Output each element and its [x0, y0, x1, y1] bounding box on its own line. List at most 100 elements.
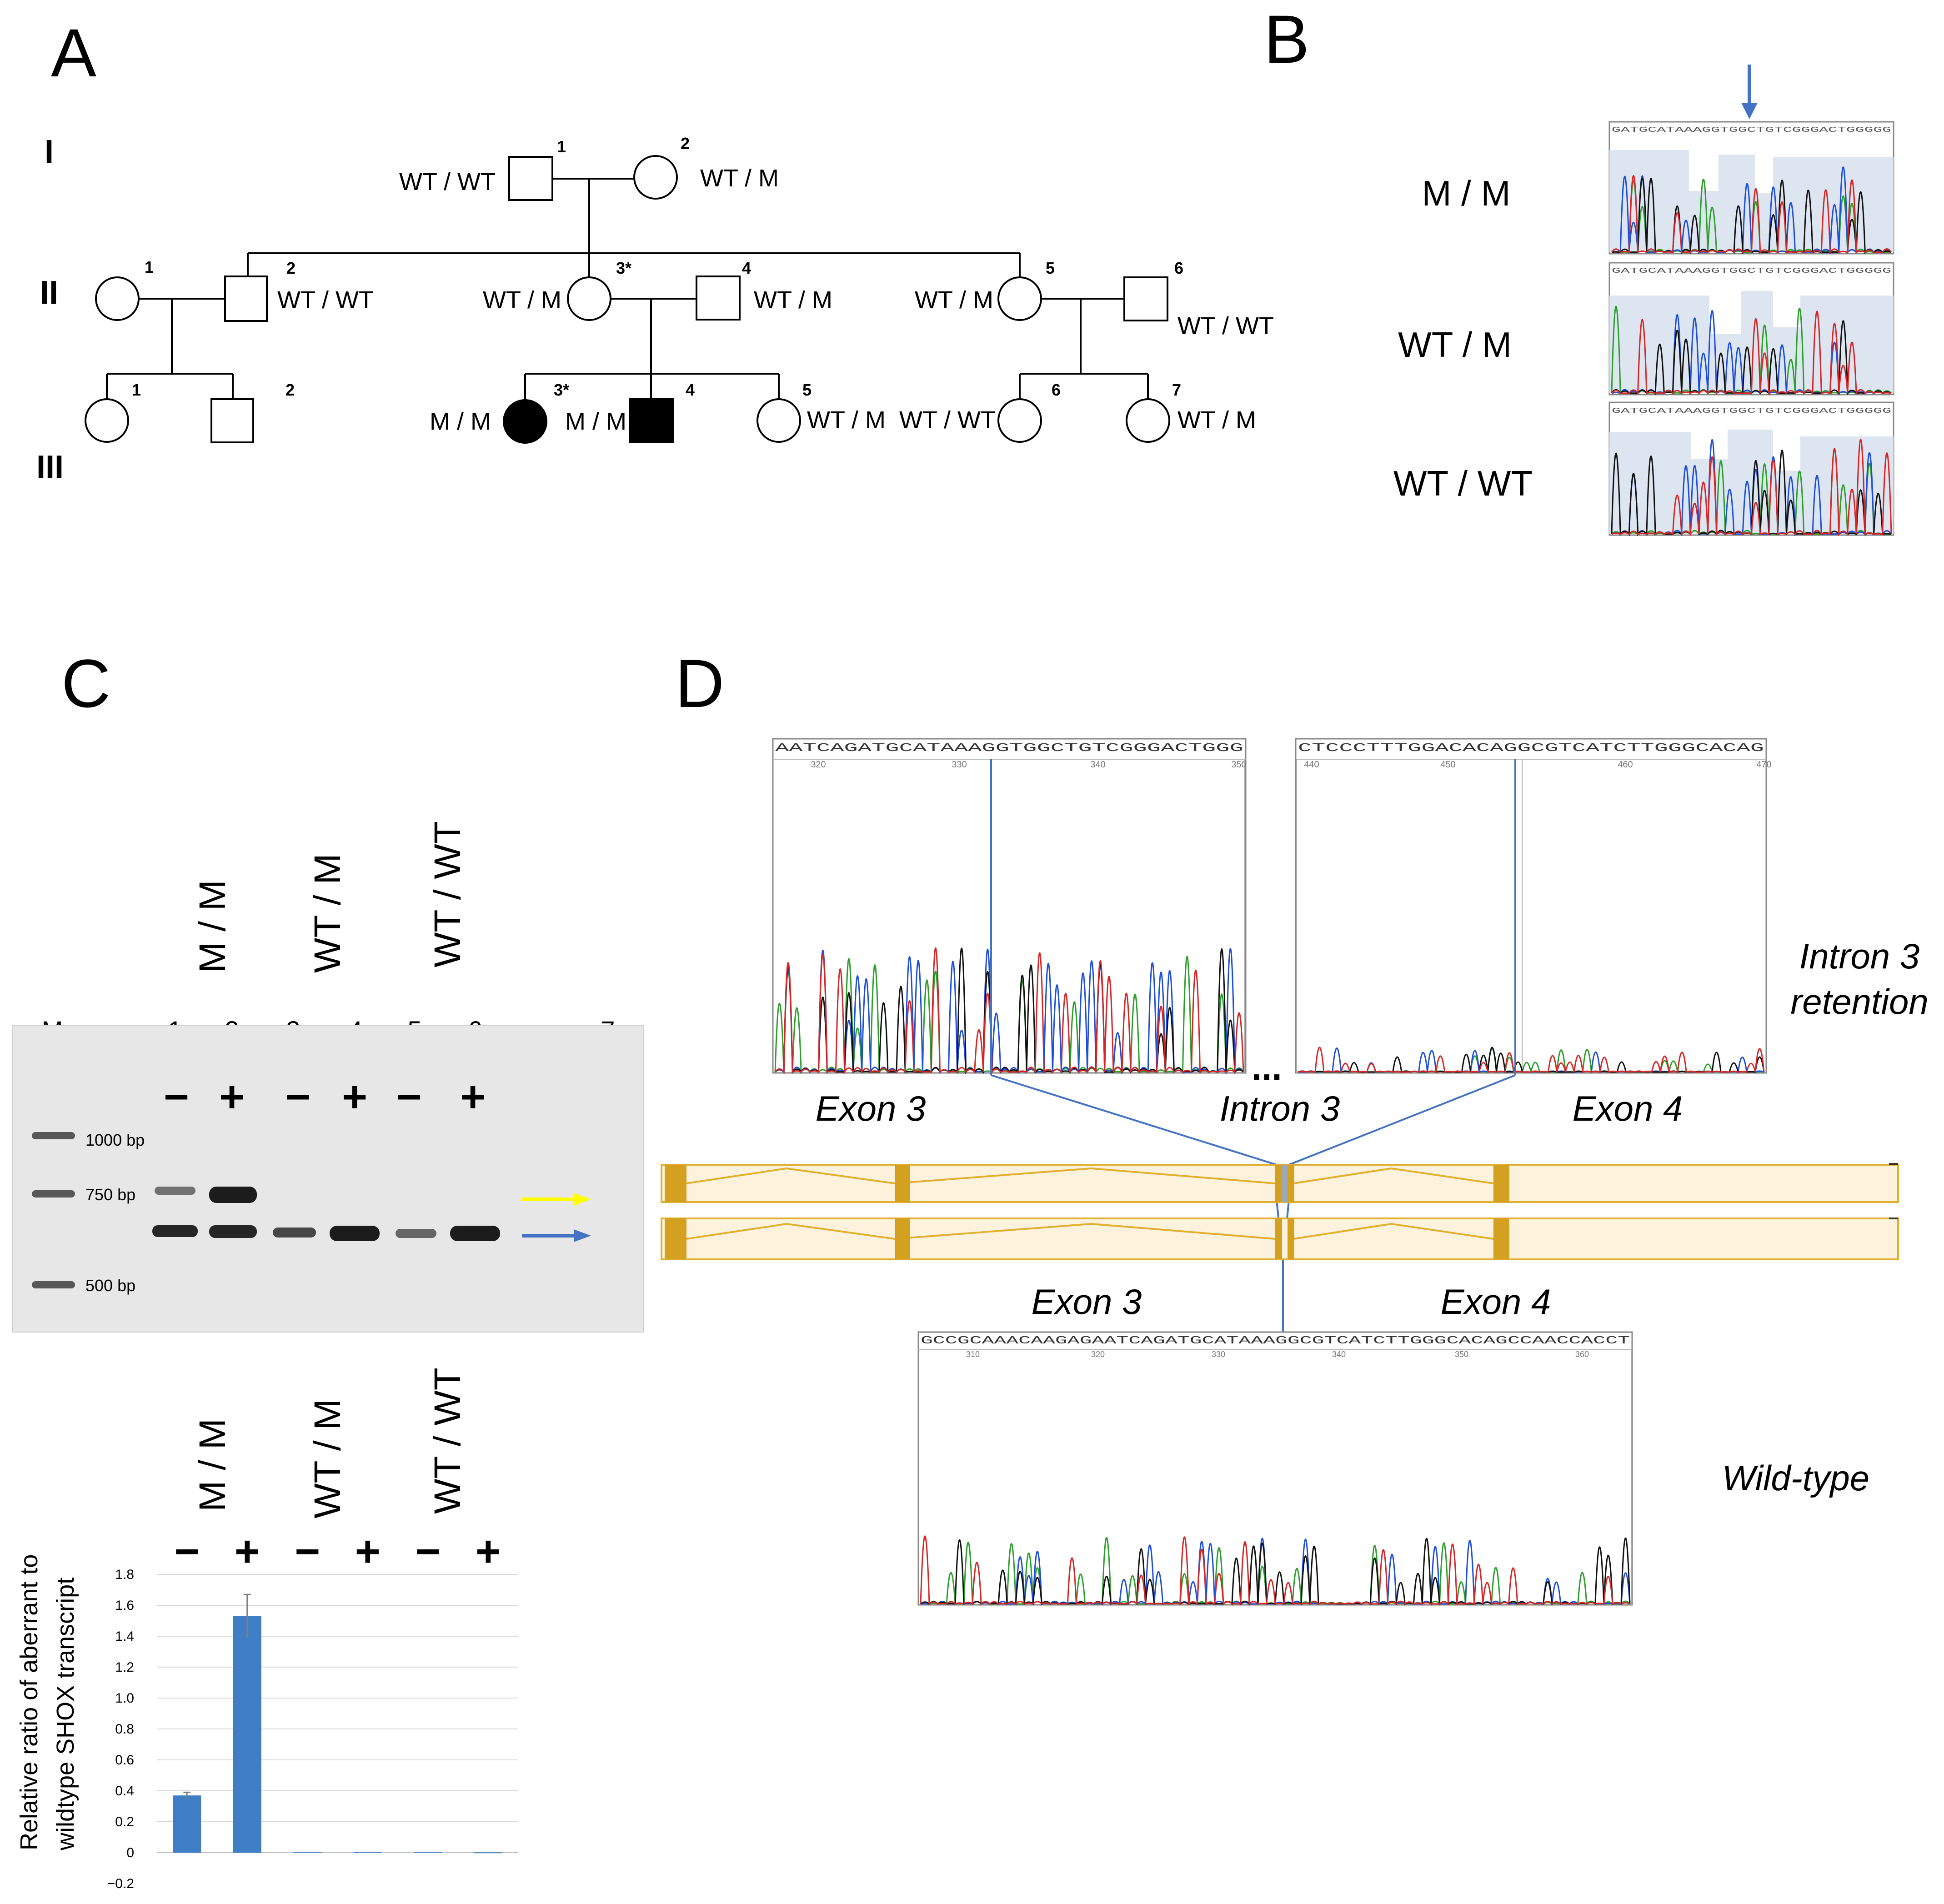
chart-bar: [474, 1852, 502, 1854]
band-lane1-normal: [152, 1225, 198, 1237]
gel-treatment-4: +: [342, 1072, 367, 1121]
sample-bands: [152, 1187, 500, 1241]
mutation-arrow: [1741, 65, 1758, 119]
chromatogram-trace-2-3: [1611, 439, 1892, 536]
individual-ii-2-number: 2: [286, 259, 296, 277]
individual-iii-5-number: 5: [802, 381, 812, 399]
chart-group-label-wtm: WT / M: [307, 1399, 348, 1518]
wildtype-tick-5: 350: [1455, 1350, 1468, 1359]
chromatogram-wtwt-sequence: GATGCATAAAGGTGGCTGTCGGGACTGGGGG: [1612, 407, 1891, 416]
individual-iii-2: [210, 398, 254, 443]
retention-left-tick-3: 340: [1090, 760, 1105, 770]
exon-block-5: [1493, 1165, 1509, 1202]
wt-exon-block-1: [665, 1218, 686, 1259]
chart-bar: [233, 1616, 261, 1853]
retention-label-line1: Intron 3: [1799, 936, 1920, 976]
individual-iii-3-number: 3*: [554, 381, 569, 399]
chart-y-tick-label: 1.2: [115, 1660, 134, 1675]
exon-block-1: [665, 1165, 686, 1202]
chart-bar: [414, 1852, 442, 1853]
wildtype-tick-2: 320: [1091, 1350, 1105, 1359]
transcript-track-wildtype: [661, 1218, 1899, 1260]
upper-exon3-label: Exon 3: [816, 1088, 926, 1128]
gel-treatment-5: −: [396, 1072, 422, 1121]
ladder-label-1000: 1000 bp: [85, 1131, 145, 1149]
individual-iii-7-number: 7: [1172, 381, 1181, 399]
band-lane6-normal: [450, 1226, 500, 1241]
genotype-label-wtm: WT / M: [1398, 325, 1512, 365]
gel-group-label-mm: M / M: [192, 880, 233, 973]
generation-label-i: I: [45, 134, 54, 170]
panel-label-d: D: [675, 645, 724, 722]
ellipsis: ...: [1252, 1047, 1282, 1087]
individual-iii-4-genotype: M / M: [565, 408, 626, 435]
individual-ii-1-number: 1: [145, 258, 154, 276]
chart-category-label: −: [295, 1527, 320, 1576]
individual-ii-5: [997, 276, 1042, 321]
band-lane1-aberrant: [155, 1187, 195, 1195]
retained-intron-block: [1282, 1165, 1288, 1202]
retention-right-tick-3: 460: [1618, 760, 1633, 770]
chart-grid: [157, 1574, 518, 1853]
panel-label-b: B: [1264, 1, 1309, 77]
retention-left-sequence: AATCAGATGCATAAAGGTGGCTGTCGGGACTGGG: [775, 741, 1243, 755]
individual-iii-7-genotype: WT / M: [1177, 406, 1256, 434]
wt-exon-block-5: [1493, 1218, 1509, 1259]
chart-category-label: +: [235, 1527, 260, 1576]
individual-iii-2-number: 2: [286, 381, 295, 399]
individual-ii-5-number: 5: [1046, 259, 1055, 277]
transcript-track-retention: [661, 1163, 1899, 1203]
wildtype-chromatogram: GCCGCAAACAAGAGAATCAGATGCATAAAGGCGTCATCTT…: [917, 1331, 1633, 1606]
genotype-label-wtwt: WT / WT: [1393, 463, 1533, 503]
retention-right-tick-1: 440: [1304, 760, 1319, 770]
wt-exon-block-4: [1288, 1218, 1294, 1259]
retention-right-sequence: CTCCCTTTGGACACAGGCGTCATCTTGGGCACAG: [1298, 741, 1764, 755]
chromatogram-trace-4-3: [1298, 1047, 1765, 1073]
chromatogram-trace-3-2: [774, 947, 1244, 1074]
chromatogram-trace-1-3: [1611, 311, 1892, 396]
generation-label-iii: III: [36, 449, 64, 486]
wildtype-label: Wild-type: [1722, 1458, 1869, 1498]
normal-band-arrow: [522, 1229, 591, 1242]
ladder-label-750: 750 bp: [85, 1185, 135, 1204]
individual-i-2-number: 2: [681, 134, 690, 153]
individual-ii-6-number: 6: [1174, 259, 1183, 277]
chart-y-label-line1: Relative ratio of aberrant to: [15, 1554, 43, 1850]
individual-iii-6-number: 6: [1052, 381, 1061, 399]
band-lane2-aberrant: [209, 1187, 257, 1203]
individual-ii-5-genotype: WT / M: [915, 286, 993, 314]
lower-exon3-label: Exon 3: [1032, 1282, 1142, 1322]
individual-iii-3-genotype: M / M: [430, 408, 491, 435]
panel-c-gel: M / M WT / M WT / WT M 1 2 3 4 5 6 7 − +…: [12, 821, 644, 1333]
chart-bars: [173, 1593, 502, 1854]
individual-ii-4-number: 4: [742, 259, 751, 277]
individual-ii-6: [1123, 276, 1168, 321]
wildtype-tick-3: 330: [1212, 1350, 1225, 1359]
wt-exon-block-3: [1275, 1218, 1282, 1259]
band-lane3-normal: [273, 1228, 316, 1238]
upper-exon4-label: Exon 4: [1573, 1088, 1683, 1128]
chart-category-label: +: [355, 1527, 381, 1576]
retention-left-tick-4: 350: [1231, 760, 1246, 770]
gel-group-label-wtm: WT / M: [307, 853, 348, 973]
individual-ii-1: [95, 276, 140, 321]
individual-i-1-genotype: WT / WT: [399, 168, 496, 195]
chromatogram-wtwt: GATGCATAAAGGTGGCTGTCGGGACTGGGGG: [1608, 401, 1894, 537]
chromatogram-trace-5-3: [920, 1535, 1630, 1606]
individual-ii-6-genotype: WT / WT: [1177, 312, 1274, 340]
individual-iii-7: [1126, 398, 1170, 443]
chart-bar: [353, 1852, 382, 1853]
chromatogram-mm-sequence: GATGCATAAAGGTGGCTGTCGGGACTGGGGG: [1612, 126, 1891, 135]
chromatogram-mm: GATGCATAAAGGTGGCTGTCGGGACTGGGGG: [1608, 121, 1894, 255]
ladder-label-500: 500 bp: [85, 1276, 135, 1295]
chart-y-tick-label: 0: [126, 1845, 134, 1860]
gel-treatment-6: +: [460, 1072, 486, 1121]
gel-treatment-1: −: [164, 1072, 189, 1121]
pedigree: I II III 1: [36, 134, 1274, 486]
chart-y-tick-label: 0.2: [115, 1814, 134, 1829]
chart-category-label: −: [415, 1527, 441, 1576]
gel-group-label-wtwt: WT / WT: [427, 821, 468, 967]
generation-label-ii: II: [40, 275, 58, 311]
individual-ii-4: [696, 276, 741, 321]
